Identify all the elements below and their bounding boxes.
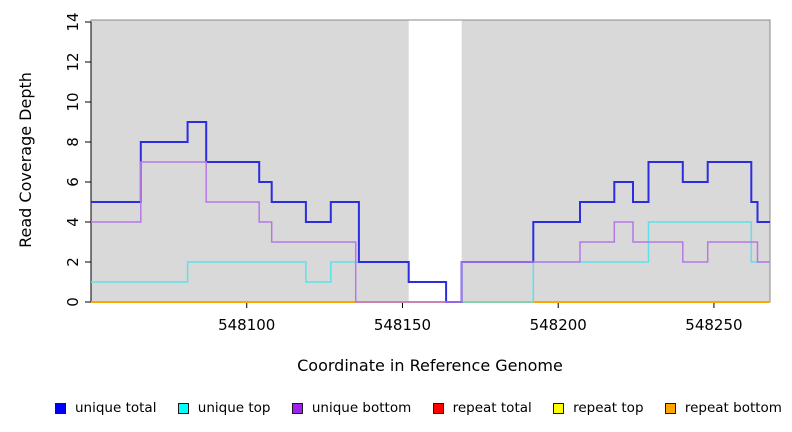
y-axis-title: Read Coverage Depth [16, 72, 35, 248]
legend-label-unique-bottom: unique bottom [311, 400, 412, 416]
legend-label-unique-top: unique top [197, 400, 271, 416]
masked-region [408, 20, 462, 302]
legend-label-repeat-total: repeat total [452, 400, 532, 416]
legend-label-repeat-top: repeat top [573, 400, 644, 416]
legend: unique total unique top unique bottom repea… [55, 400, 782, 416]
legend-item-repeat-total: repeat total [432, 400, 532, 416]
y-tick-label: 0 [64, 297, 82, 307]
plot-layers: 548100 548150 548200 548250 0 2 4 6 8 10 12 14 [64, 12, 771, 334]
coverage-chart: 548100 548150 548200 548250 0 2 4 6 8 10 12 14 Coor… [16, 12, 771, 375]
legend-item-unique-total: unique total [55, 400, 157, 416]
legend-item-repeat-top: repeat top [553, 400, 644, 416]
y-tick-label: 14 [64, 12, 82, 31]
legend-label-unique-total: unique total [75, 400, 157, 416]
y-tick-label: 2 [64, 257, 82, 267]
legend-swatch-repeat-total [432, 403, 444, 415]
x-tick-label: 548200 [530, 316, 587, 334]
y-tick-label: 8 [64, 137, 82, 147]
legend-swatch-repeat-top [553, 403, 565, 415]
x-tick-label: 548150 [374, 316, 431, 334]
legend-label-repeat-bottom: repeat bottom [684, 400, 782, 416]
legend-item-unique-bottom: unique bottom [291, 400, 412, 416]
y-tick-label: 10 [64, 92, 82, 111]
legend-swatch-unique-total [55, 403, 66, 415]
y-tick-label: 6 [64, 177, 82, 187]
x-tick-label: 548250 [685, 316, 742, 334]
legend-swatch-unique-bottom [291, 403, 303, 415]
legend-item-repeat-bottom: repeat bottom [664, 400, 782, 416]
series-line-unique-bottom [91, 161, 770, 303]
legend-swatch-repeat-bottom [664, 403, 676, 415]
x-axis-title: Coordinate in Reference Genome [297, 356, 563, 375]
y-tick-label: 4 [64, 217, 82, 227]
x-tick-label: 548100 [218, 316, 275, 334]
legend-swatch-unique-top [177, 403, 189, 415]
legend-item-unique-top: unique top [177, 400, 271, 416]
y-tick-label: 12 [64, 52, 82, 71]
